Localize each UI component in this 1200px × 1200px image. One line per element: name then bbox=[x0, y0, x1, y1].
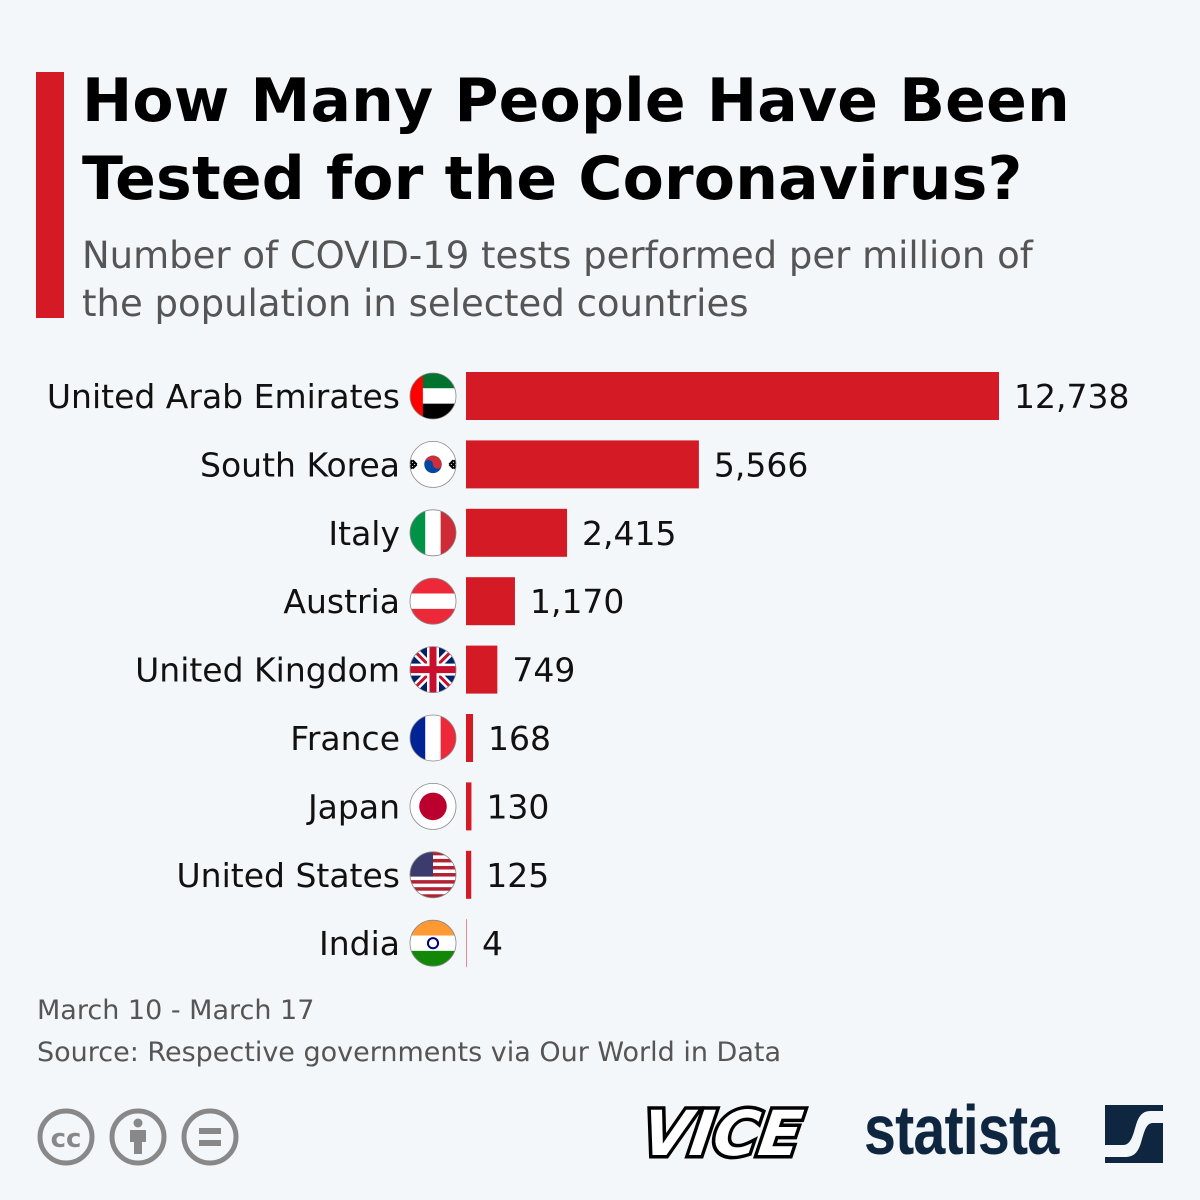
bar bbox=[466, 508, 568, 557]
chart-subtitle: Number of COVID-19 tests performed per m… bbox=[82, 234, 1033, 325]
bar-row: United Kingdom 749 bbox=[135, 645, 575, 694]
bar bbox=[466, 372, 999, 420]
south-korea-flag-icon bbox=[409, 440, 457, 488]
date-range: March 10 - March 17 bbox=[37, 995, 315, 1026]
value-label: 1,170 bbox=[530, 582, 624, 621]
category-label: United Arab Emirates bbox=[47, 377, 400, 416]
bar bbox=[466, 645, 498, 694]
category-label: United States bbox=[177, 856, 400, 895]
bar-row: South Korea 5,566 bbox=[200, 440, 808, 489]
italy-flag-icon bbox=[409, 509, 457, 557]
bar-row: India 4 bbox=[319, 919, 503, 968]
chart-title: How Many People Have Been Tested for the… bbox=[82, 66, 1070, 214]
bar bbox=[466, 577, 515, 626]
india-flag-icon bbox=[409, 919, 457, 967]
bar bbox=[466, 440, 699, 489]
statista-logo: statista bbox=[864, 1091, 1059, 1169]
value-label: 2,415 bbox=[582, 514, 676, 553]
category-label: India bbox=[319, 924, 400, 963]
austria-flag-icon bbox=[409, 577, 457, 625]
bar-row: Austria 1,170 bbox=[283, 577, 624, 626]
attribution-icon[interactable] bbox=[108, 1107, 168, 1167]
statista-logo-mark bbox=[1105, 1105, 1163, 1163]
svg-text:cc: cc bbox=[51, 1124, 82, 1154]
creative-commons-icon[interactable]: cc bbox=[36, 1107, 96, 1167]
uae-flag-icon bbox=[409, 372, 457, 420]
category-label: France bbox=[290, 719, 400, 758]
svg-text:VICE: VICE bbox=[638, 1100, 807, 1170]
bar bbox=[466, 714, 474, 762]
bar bbox=[466, 850, 472, 899]
category-label: South Korea bbox=[200, 445, 400, 484]
usa-flag-icon bbox=[409, 851, 457, 899]
value-label: 12,738 bbox=[1014, 377, 1129, 416]
no-derivatives-icon[interactable] bbox=[180, 1107, 240, 1167]
value-label: 4 bbox=[482, 924, 503, 963]
category-label: United Kingdom bbox=[135, 651, 400, 690]
france-flag-icon bbox=[409, 714, 457, 762]
japan-flag-icon bbox=[409, 783, 457, 830]
value-label: 5,566 bbox=[714, 445, 808, 484]
bar-row: France 168 bbox=[290, 714, 551, 762]
title-accent-bar bbox=[36, 72, 64, 318]
bar-row: United States 125 bbox=[177, 850, 549, 899]
bar bbox=[466, 782, 472, 831]
bar-chart: United Arab Emirates 12,738 South Korea 5,5… bbox=[47, 372, 1129, 968]
value-label: 749 bbox=[512, 651, 575, 690]
source-note: Source: Respective governments via Our W… bbox=[37, 1037, 782, 1068]
category-label: Italy bbox=[328, 514, 400, 553]
category-label: Japan bbox=[306, 787, 400, 826]
bar-row: Japan 130 bbox=[306, 782, 549, 831]
category-label: Austria bbox=[283, 582, 400, 621]
value-label: 130 bbox=[486, 787, 549, 826]
uk-flag-icon bbox=[409, 646, 457, 693]
bar-row: Italy 2,415 bbox=[328, 508, 677, 557]
bar-row: United Arab Emirates 12,738 bbox=[47, 372, 1129, 420]
value-label: 168 bbox=[488, 719, 551, 758]
value-label: 125 bbox=[486, 856, 549, 895]
vice-logo: VICE bbox=[634, 1100, 810, 1170]
bar bbox=[466, 919, 467, 968]
